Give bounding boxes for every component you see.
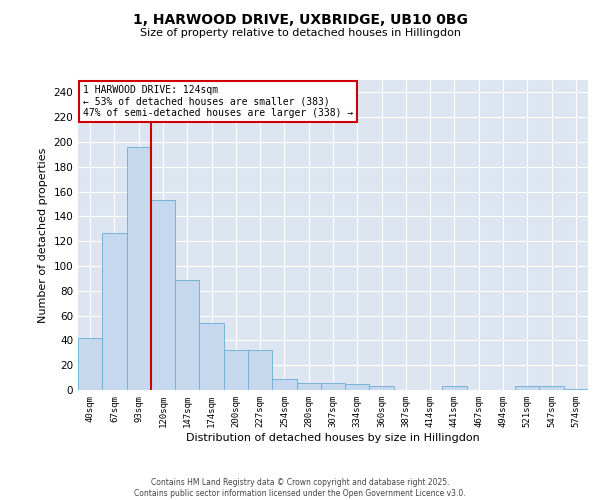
- Bar: [224, 350, 248, 390]
- Bar: [321, 382, 345, 390]
- Bar: [248, 350, 272, 390]
- Bar: [175, 280, 199, 390]
- Bar: [199, 323, 224, 390]
- Bar: [102, 232, 127, 390]
- Bar: [127, 147, 151, 390]
- X-axis label: Distribution of detached houses by size in Hillingdon: Distribution of detached houses by size …: [186, 432, 480, 442]
- Bar: [370, 386, 394, 390]
- Text: 1, HARWOOD DRIVE, UXBRIDGE, UB10 0BG: 1, HARWOOD DRIVE, UXBRIDGE, UB10 0BG: [133, 12, 467, 26]
- Bar: [78, 338, 102, 390]
- Text: 1 HARWOOD DRIVE: 124sqm
← 53% of detached houses are smaller (383)
47% of semi-d: 1 HARWOOD DRIVE: 124sqm ← 53% of detache…: [83, 84, 353, 118]
- Y-axis label: Number of detached properties: Number of detached properties: [38, 148, 48, 322]
- Text: Contains HM Land Registry data © Crown copyright and database right 2025.
Contai: Contains HM Land Registry data © Crown c…: [134, 478, 466, 498]
- Text: Size of property relative to detached houses in Hillingdon: Size of property relative to detached ho…: [139, 28, 461, 38]
- Bar: [442, 386, 467, 390]
- Bar: [539, 386, 564, 390]
- Bar: [515, 386, 539, 390]
- Bar: [151, 200, 175, 390]
- Bar: [564, 389, 588, 390]
- Bar: [272, 379, 296, 390]
- Bar: [296, 382, 321, 390]
- Bar: [345, 384, 370, 390]
